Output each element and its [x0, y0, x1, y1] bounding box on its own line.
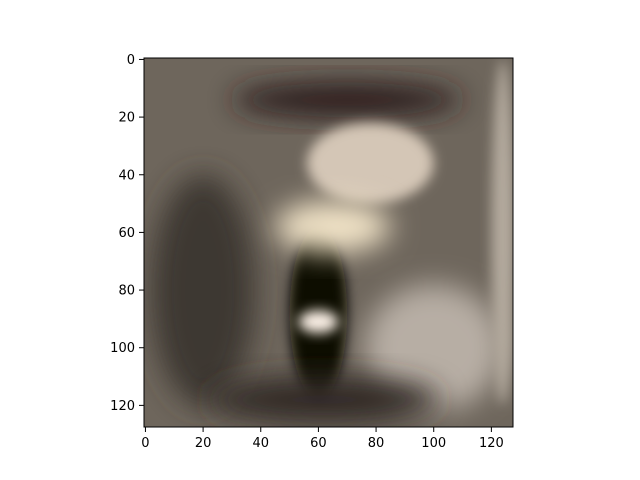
y-tick-label: 0 [127, 53, 135, 68]
image-region-dark-top-band [231, 82, 463, 118]
image-region-bright-upper-haze [306, 122, 434, 204]
y-tick-label: 60 [118, 226, 135, 241]
y-tick-label: 100 [110, 341, 135, 356]
image-region-right-edge-light [491, 59, 513, 406]
y-tick-label: 120 [110, 399, 135, 414]
image-region-bright-small-blob [298, 310, 339, 334]
x-tick-label: 0 [141, 436, 149, 451]
y-tick-label: 40 [118, 168, 135, 183]
x-tick-label: 40 [252, 436, 269, 451]
x-axis: 0 20 40 60 80 100 120 [141, 427, 504, 451]
x-tick-label: 20 [195, 436, 212, 451]
y-tick-label: 20 [118, 111, 135, 126]
x-tick-label: 60 [310, 436, 327, 451]
axes-frame [143, 57, 514, 428]
x-tick-label: 120 [479, 436, 504, 451]
x-tick-label: 100 [421, 436, 446, 451]
y-tick-label: 80 [118, 284, 135, 299]
image-region-right-haze-lower [364, 284, 503, 412]
y-axis: 0 20 40 60 80 100 120 [110, 53, 144, 414]
x-tick-label: 80 [368, 436, 385, 451]
image-region-bright-blob-center [275, 200, 391, 253]
image-region-bottom-dark [208, 376, 440, 423]
image-region-left-shadow [151, 174, 255, 406]
